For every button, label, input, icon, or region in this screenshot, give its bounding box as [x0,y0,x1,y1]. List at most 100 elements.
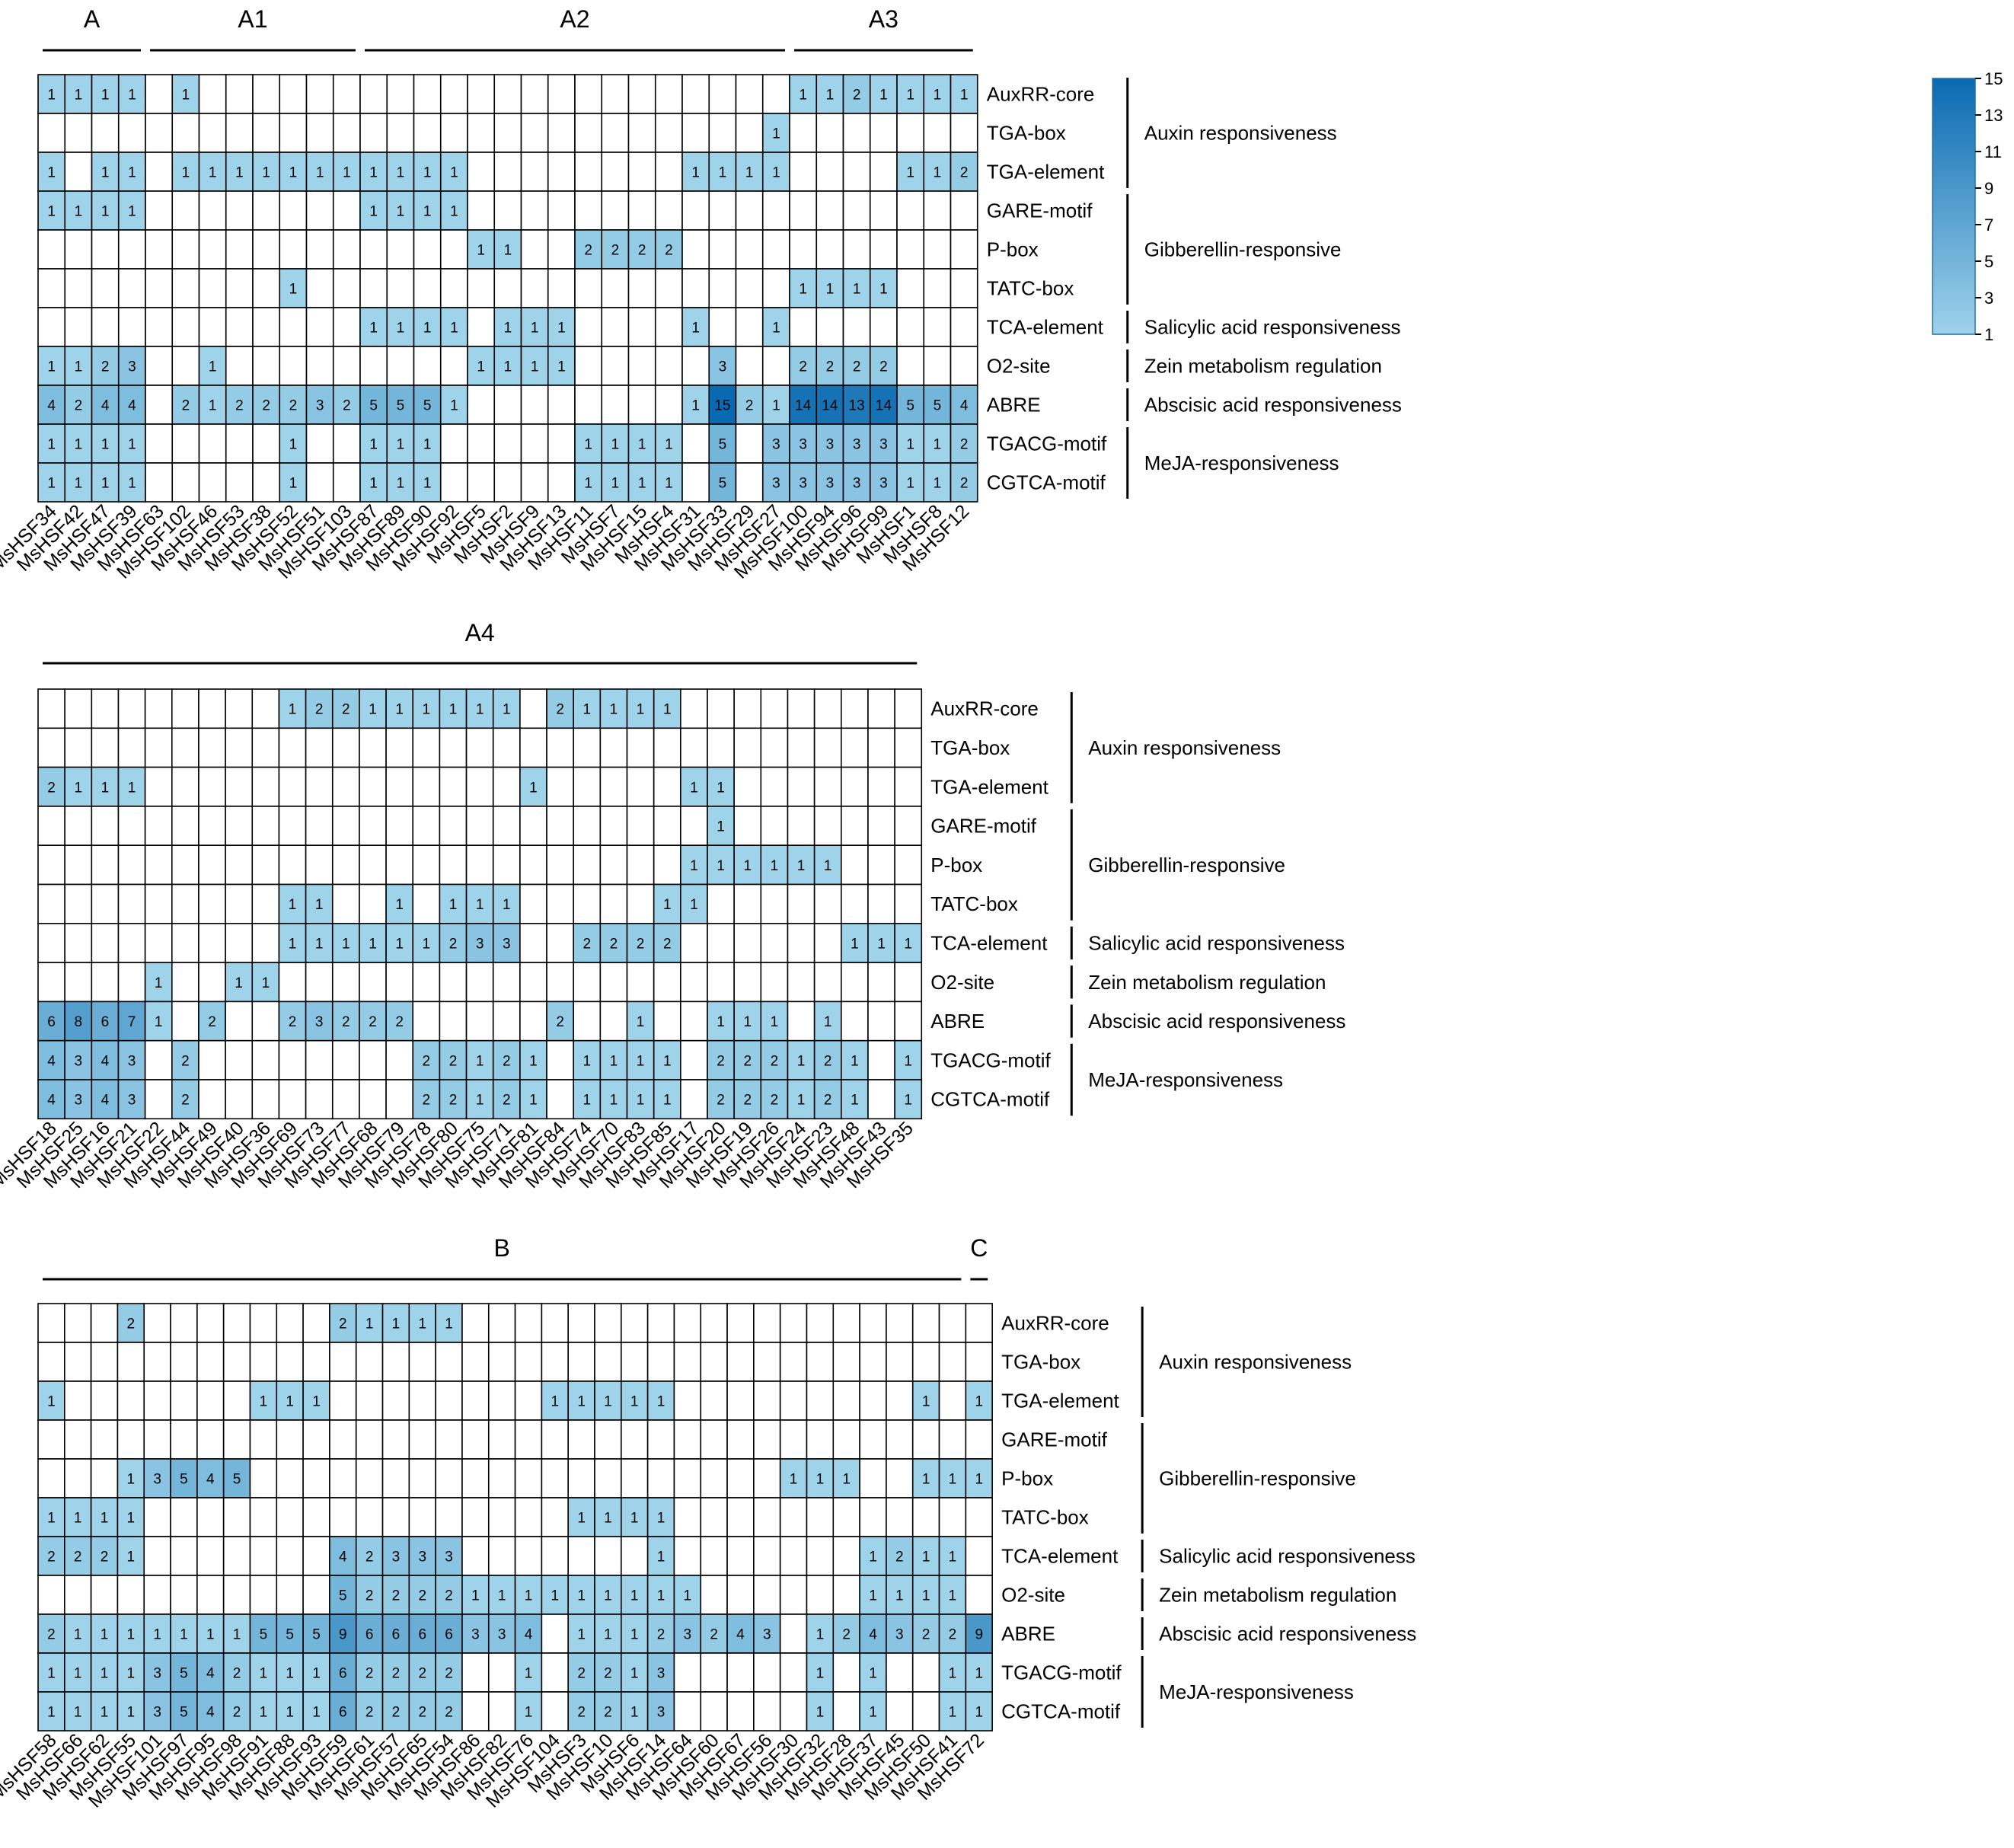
cell-value-label: 1 [690,858,698,874]
cell-value-label: 2 [47,780,56,796]
heatmap-cell-tga-box-mshsf70 [599,727,628,768]
heatmap-cell-cgtca-motif-mshsf21 [117,1079,146,1120]
heatmap-cell-p-box-mshsf86 [461,1458,490,1499]
heatmap-cell-o2-site-mshsf12 [950,346,978,386]
heatmap-cell-p-box-mshsf34 [37,229,66,270]
heatmap-cell-tga-box-mshsf77 [331,727,360,768]
cell-value-label: 1 [476,1093,484,1109]
heatmap-cell-p-box-mshsf47 [91,229,120,270]
heatmap-cell-abre-mshsf56 [753,1613,781,1654]
cell-value-label: 1 [684,1588,692,1604]
heatmap-cell-cgtca-motif-mshsf55 [116,1691,145,1732]
cell-value-label: 1 [369,936,377,952]
cell-value-label: 1 [717,819,725,835]
heatmap-cell-gare-motif-mshsf95 [196,1419,225,1460]
heatmap-cell-tgacg-motif-mshsf68 [359,1039,387,1080]
heatmap-cell-cgtca-motif-mshsf93 [302,1691,330,1732]
heatmap-cell-tga-element-mshsf57 [381,1380,410,1421]
cell-value-label: 6 [339,1705,347,1721]
cell-value-label: 1 [262,975,270,991]
cell-value-label: 1 [690,780,698,796]
heatmap-cell-tga-element-mshsf64 [673,1380,702,1421]
heatmap-cell-tca-element-mshsf25 [64,923,93,963]
heatmap-cell-tga-element-mshsf71 [492,766,521,807]
heatmap-cell-tga-element-mshsf27 [761,152,790,192]
cell-value-label: 1 [657,1550,665,1566]
heatmap-cell-tca-element-mshsf8 [923,307,952,347]
cell-value-label: 1 [127,1705,136,1721]
cell-value-label: 1 [209,398,217,414]
heatmap-cell-tatc-box-mshsf9 [520,268,549,308]
heatmap-cell-tga-element-mshsf4 [654,152,683,192]
cell-value-label: 2 [392,1588,401,1604]
heatmap-cell-auxrr-core-mshsf6 [621,1303,649,1343]
cell-value-label: 6 [365,1627,374,1643]
heatmap-cell-auxrr-core-mshsf49 [198,688,226,729]
heatmap-cell-tca-element-mshsf91 [249,1536,278,1576]
heatmap-cell-tgacg-motif-mshsf6 [621,1652,649,1693]
column-group-label-a2: A2 [560,5,589,33]
cell-value-label: 2 [339,1317,347,1333]
heatmap-cell-tca-element-mshsf4 [654,307,683,347]
cell-value-label: 2 [395,1014,404,1030]
cell-value-label: 1 [74,1511,82,1527]
cell-value-label: 1 [127,1627,136,1643]
heatmap-cell-tgacg-motif-mshsf2 [493,423,522,464]
heatmap-cell-tatc-box-mshsf14 [646,1497,675,1537]
row-label-cgtca-motif: CGTCA-motif [1001,1700,1121,1723]
cell-value-label: 1 [233,1627,241,1643]
heatmap-cell-tatc-box-mshsf50 [911,1497,940,1537]
heatmap-cell-o2-site-mshsf86 [461,1575,490,1615]
cell-value-label: 1 [525,1588,533,1604]
heatmap-cell-tca-element-mshsf30 [779,1536,808,1576]
heatmap-cell-tga-box-mshsf34 [37,113,66,153]
cell-value-label: 1 [922,1550,930,1566]
heatmap-cell-tgacg-motif-mshsf99 [869,423,898,464]
cell-value-label: 1 [816,1627,825,1643]
heatmap-cell-cgtca-motif-mshsf16 [91,1079,120,1120]
row-label-tga-box: TGA-box [987,122,1066,145]
heatmap-cell-tatc-box-mshsf33 [708,268,737,308]
heatmap-cell-tca-element-mshsf77 [331,923,360,963]
heatmap-cell-auxrr-core-mshsf4 [654,74,683,114]
heatmap-cell-tga-box-mshsf53 [225,113,254,153]
heatmap-cell-tatc-box-mshsf7 [601,268,630,308]
heatmap-cell-o2-site-mshsf28 [832,1575,860,1615]
heatmap-cell-gare-motif-mshsf18 [37,806,65,847]
heatmap-cell-gare-motif-mshsf65 [408,1419,436,1460]
cell-value-label: 2 [392,1705,401,1721]
heatmap-cell-tca-element-mshsf78 [412,923,441,963]
heatmap-cell-tgacg-motif-mshsf95 [196,1652,225,1693]
heatmap-cell-p-box-mshsf1 [896,229,925,270]
heatmap-cell-auxrr-core-mshsf104 [541,1303,570,1343]
cell-value-label: 1 [423,165,432,181]
heatmap-cell-cgtca-motif-mshsf102 [171,462,200,503]
heatmap-cell-o2-site-mshsf81 [519,962,547,1003]
heatmap-cell-tgacg-motif-mshsf33 [708,423,737,464]
cell-value-label: 2 [365,1666,374,1682]
row-label-tga-box: TGA-box [930,736,1010,759]
cell-value-label: 1 [582,702,591,718]
heatmap-cell-tgacg-motif-mshsf49 [198,1039,226,1080]
heatmap-cell-cgtca-motif-mshsf64 [673,1691,702,1732]
heatmap-cell-o2-site-mshsf92 [439,346,468,386]
cell-value-label: 2 [233,1705,241,1721]
heatmap-cell-p-box-mshsf16 [91,844,120,886]
heatmap-cell-tatc-box-mshsf86 [461,1497,490,1537]
heatmap-cell-tga-element-mshsf37 [859,1380,887,1421]
cell-value-label: 2 [365,1705,374,1721]
heatmap-cell-cgtca-motif-mshsf72 [965,1691,993,1732]
cell-value-label: 5 [180,1705,188,1721]
heatmap-cell-tca-element-mshsf104 [541,1536,570,1576]
heatmap-cell-p-box-mshsf32 [806,1458,835,1499]
heatmap-cell-gare-motif-mshsf7 [601,190,630,231]
heatmap-cell-tga-box-mshsf4 [654,113,683,153]
heatmap-cell-cgtca-motif-mshsf13 [547,462,576,503]
heatmap-cell-o2-site-mshsf3 [567,1575,595,1615]
heatmap-cell-abre-mshsf52 [279,385,308,425]
heatmap-cell-tgacg-motif-mshsf14 [646,1652,675,1693]
heatmap-cell-auxrr-core-mshsf80 [439,688,468,729]
heatmap-cell-tga-element-mshsf68 [359,766,387,807]
heatmap-cell-o2-site-mshsf21 [117,962,146,1003]
cell-value-label: 13 [849,398,865,414]
